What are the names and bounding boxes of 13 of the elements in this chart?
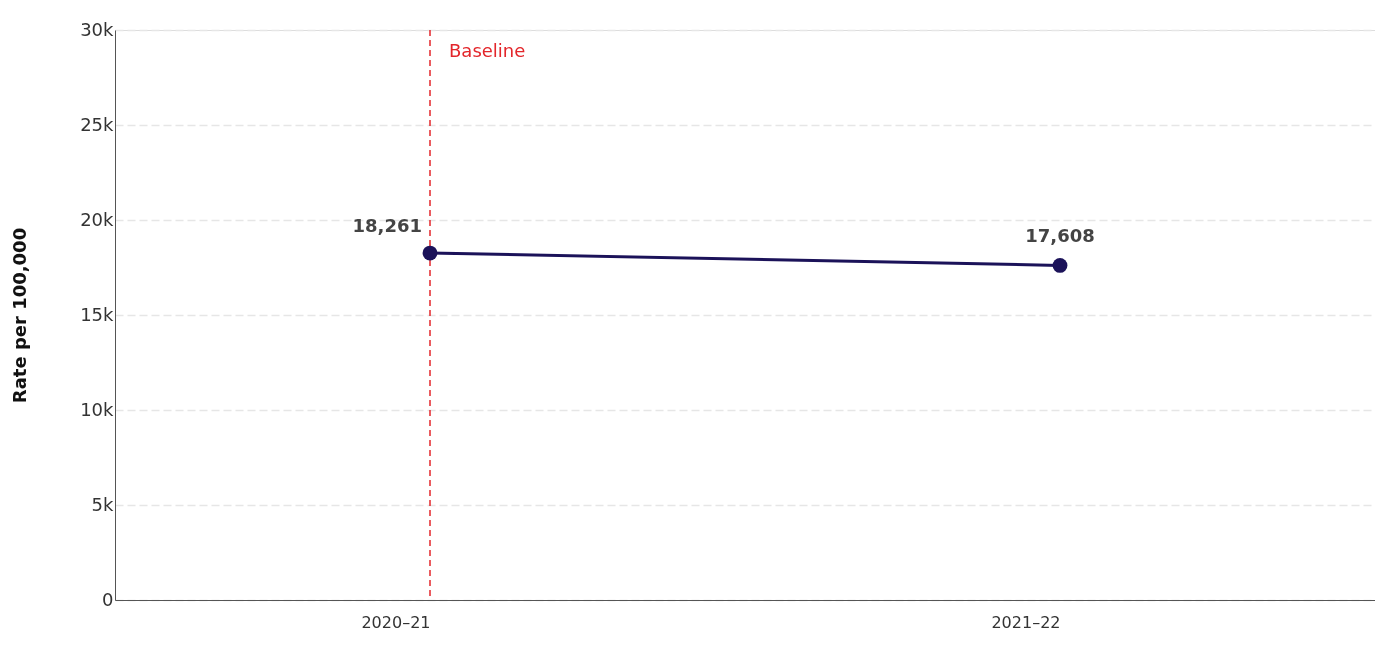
- y-tick-label: 10k: [80, 398, 115, 420]
- x-tick-label: 2021–22: [991, 612, 1061, 632]
- y-tick-label: 15k: [80, 303, 115, 325]
- ref-line-label: Baseline: [449, 40, 526, 61]
- y-tick-label: 20k: [80, 208, 115, 230]
- y-tick-label: 0: [102, 588, 114, 610]
- data-label: 17,608: [1025, 225, 1095, 247]
- y-axis-title: Rate per 100,000: [9, 227, 31, 404]
- y-tick-label: 30k: [80, 18, 115, 40]
- data-label: 18,261: [352, 215, 422, 237]
- y-tick-label: 25k: [80, 113, 115, 135]
- y-tick-label: 5k: [91, 493, 115, 515]
- x-tick-label: 2020–21: [361, 612, 431, 632]
